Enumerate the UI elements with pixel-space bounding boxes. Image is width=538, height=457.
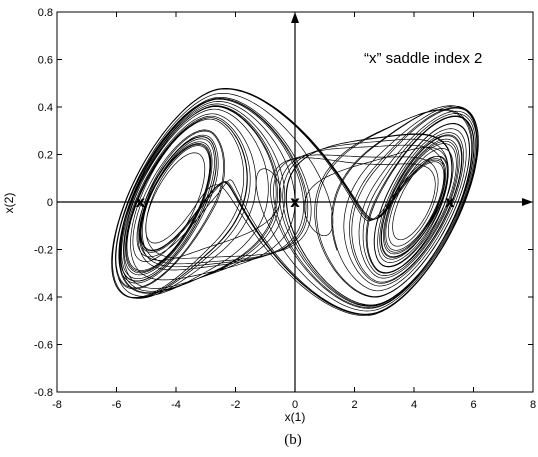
y-tick-label: -0.8 — [34, 387, 53, 399]
figure-caption: (b) — [284, 432, 302, 448]
y-tick-label: -0.4 — [34, 292, 53, 304]
y-axis-label: x(2) — [2, 193, 16, 214]
x-tick-label: 8 — [530, 399, 536, 411]
tick-layer: -8 -6 -4 -2 0 2 4 6 8 -0.8 -0.6 -0.4 -0.2 0 0.2 0.4 0.6 0… — [34, 7, 536, 411]
x-tick-label: 6 — [470, 399, 476, 411]
saddle-point-marker: x — [445, 193, 455, 211]
trajectory-series — [111, 87, 479, 316]
x-tick-label: 2 — [351, 399, 357, 411]
x-axis-arrowhead — [522, 198, 533, 206]
y-tick-label: -0.2 — [34, 245, 53, 257]
y-tick-label: -0.6 — [34, 340, 53, 352]
y-axis-arrowhead — [291, 12, 299, 23]
x-tick-label: 4 — [411, 399, 417, 411]
saddle-point-marker: x — [290, 193, 300, 211]
x-tick-label: -8 — [52, 399, 62, 411]
annotation-text: “x” saddle index 2 — [364, 50, 482, 67]
x-tick-label: -6 — [112, 399, 122, 411]
axis-layer — [57, 12, 533, 392]
y-tick-label: 0.6 — [38, 55, 53, 67]
x-tick-label: 0 — [292, 399, 298, 411]
trajectory-layer — [111, 87, 479, 316]
y-tick-label: 0.2 — [38, 150, 53, 162]
y-tick-label: 0.8 — [38, 7, 53, 19]
y-tick-label: 0.4 — [38, 102, 53, 114]
x-axis-label: x(1) — [285, 410, 306, 424]
saddle-point-marker: x — [135, 193, 145, 211]
x-tick-label: -2 — [231, 399, 241, 411]
x-tick-label: -4 — [171, 399, 181, 411]
y-tick-label: 0 — [47, 197, 53, 209]
